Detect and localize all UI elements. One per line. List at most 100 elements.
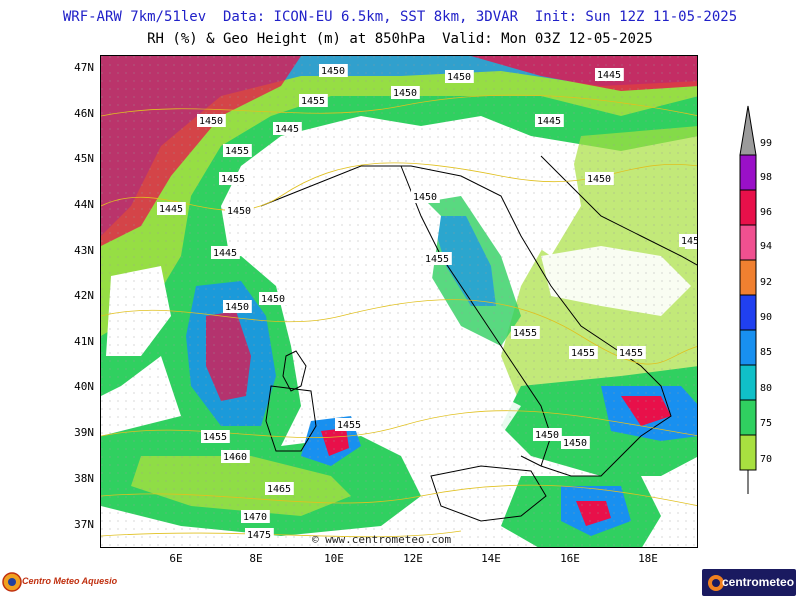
colorbar-label: 85: [760, 347, 773, 358]
colorbar-swatch: [739, 154, 757, 191]
svg-text:1450: 1450: [321, 66, 345, 77]
colorbar-swatch: [739, 329, 757, 366]
contour-label: 1445: [535, 114, 564, 127]
colorbar-swatch: [739, 364, 757, 401]
colorbar-swatch: [739, 399, 757, 436]
colorbar-label: 99: [760, 138, 773, 149]
colorbar-label: 75: [760, 418, 773, 429]
contour-label: 1450: [411, 190, 440, 203]
lat-label: 41N: [74, 335, 94, 348]
svg-text:1455: 1455: [425, 254, 449, 265]
colorbar-label: 80: [760, 383, 773, 394]
map-canvas: 1450 1450 1445 1450 1455 1450 1445 1445 1455 1455…: [101, 56, 698, 547]
contour-label: 1450: [223, 300, 252, 313]
lat-label: 39N: [74, 426, 94, 439]
lat-label: 38N: [74, 472, 94, 485]
svg-text:1450: 1450: [413, 192, 437, 203]
lat-lon-grid: [101, 56, 697, 547]
colorbar-label: 90: [760, 312, 773, 323]
contour-label: 1455: [299, 94, 328, 107]
contour-label: 1475: [245, 528, 274, 541]
coastlines: [260, 155, 697, 522]
lat-label: 45N: [74, 152, 94, 165]
svg-text:1450: 1450: [225, 302, 249, 313]
svg-text:1455: 1455: [619, 348, 643, 359]
colorbar-label: 92: [760, 277, 773, 288]
contour-label: 1445: [211, 246, 240, 259]
contour-label: 1455: [335, 418, 364, 431]
lat-label: 40N: [74, 380, 94, 393]
contour-label: 1445: [157, 202, 186, 215]
svg-text:1475: 1475: [247, 530, 271, 541]
contour-label: 1450: [561, 436, 590, 449]
lon-label: 18E: [638, 552, 658, 565]
svg-text:1450: 1450: [199, 116, 223, 127]
colorbar-swatch: [739, 105, 757, 156]
contour-label: 1455: [617, 346, 646, 359]
contour-label: 1450: [533, 428, 562, 441]
lon-label: 10E: [324, 552, 344, 565]
lat-label: 47N: [74, 61, 94, 74]
svg-text:1450: 1450: [393, 88, 417, 99]
contour-label: 1455: [201, 430, 230, 443]
watermark: © www.centrometeo.com: [312, 533, 452, 546]
map-area: 1450 1450 1445 1450 1455 1450 1445 1445 1455 1455…: [100, 55, 698, 548]
svg-text:1465: 1465: [267, 484, 291, 495]
contour-labels: 1450 1450 1445 1450 1455 1450 1445 1445 1455 1455…: [157, 64, 698, 541]
height-contours: [101, 94, 697, 538]
svg-text:1455: 1455: [337, 420, 361, 431]
contour-label: 1465: [265, 482, 294, 495]
contour-label: 1445: [273, 122, 302, 135]
svg-text:1455: 1455: [225, 146, 249, 157]
colorbar-swatch: [739, 224, 757, 261]
lat-label: 46N: [74, 107, 94, 120]
centro-meteo-aquesio-logo: [2, 572, 22, 592]
lat-label: 42N: [74, 289, 94, 302]
contour-label: 1450: [197, 114, 226, 127]
colorbar: [739, 105, 757, 494]
svg-text:1455: 1455: [301, 96, 325, 107]
svg-text:1450: 1450: [535, 430, 559, 441]
colorbar-swatch: [739, 434, 757, 471]
svg-text:1445: 1445: [597, 70, 621, 81]
centrometeo-logo[interactable]: [702, 569, 796, 596]
contour-label: 1455: [511, 326, 540, 339]
svg-text:145: 145: [681, 236, 698, 247]
lat-label: 43N: [74, 244, 94, 257]
svg-text:1445: 1445: [537, 116, 561, 127]
lon-label: 8E: [249, 552, 263, 565]
svg-text:1445: 1445: [275, 124, 299, 135]
contour-label: 1450: [391, 86, 420, 99]
logo-left-text: Centro Meteo Aquesio: [22, 576, 118, 586]
colorbar-swatch: [739, 294, 757, 331]
svg-text:1450: 1450: [447, 72, 471, 83]
globe-icon: [708, 575, 724, 591]
contour-label: 1455: [423, 252, 452, 265]
svg-text:1460: 1460: [223, 452, 247, 463]
lon-label: 12E: [403, 552, 423, 565]
contour-label: 1455: [569, 346, 598, 359]
logo-right-text: centrometeo: [722, 575, 795, 589]
contour-label: 1450: [585, 172, 614, 185]
colorbar-swatch: [739, 189, 757, 226]
contour-label: 1450: [225, 204, 254, 217]
colorbar-label: 96: [760, 207, 773, 218]
lon-label: 14E: [481, 552, 501, 565]
map-title-line2: RH (%) & Geo Height (m) at 850hPa Valid:…: [147, 31, 653, 47]
colorbar-swatch: [739, 259, 757, 296]
svg-text:1455: 1455: [513, 328, 537, 339]
svg-text:1450: 1450: [261, 294, 285, 305]
svg-text:1445: 1445: [159, 204, 183, 215]
contour-label: 1445: [595, 68, 624, 81]
contour-label: 1450: [259, 292, 288, 305]
svg-text:1450: 1450: [563, 438, 587, 449]
colorbar-label: 98: [760, 172, 773, 183]
lon-label: 16E: [560, 552, 580, 565]
svg-text:1455: 1455: [571, 348, 595, 359]
colorbar-label: 94: [760, 241, 773, 252]
svg-text:1450: 1450: [587, 174, 611, 185]
contour-label: 1455: [219, 172, 248, 185]
contour-label: 1470: [241, 510, 270, 523]
svg-text:1450: 1450: [227, 206, 251, 217]
lat-label: 44N: [74, 198, 94, 211]
